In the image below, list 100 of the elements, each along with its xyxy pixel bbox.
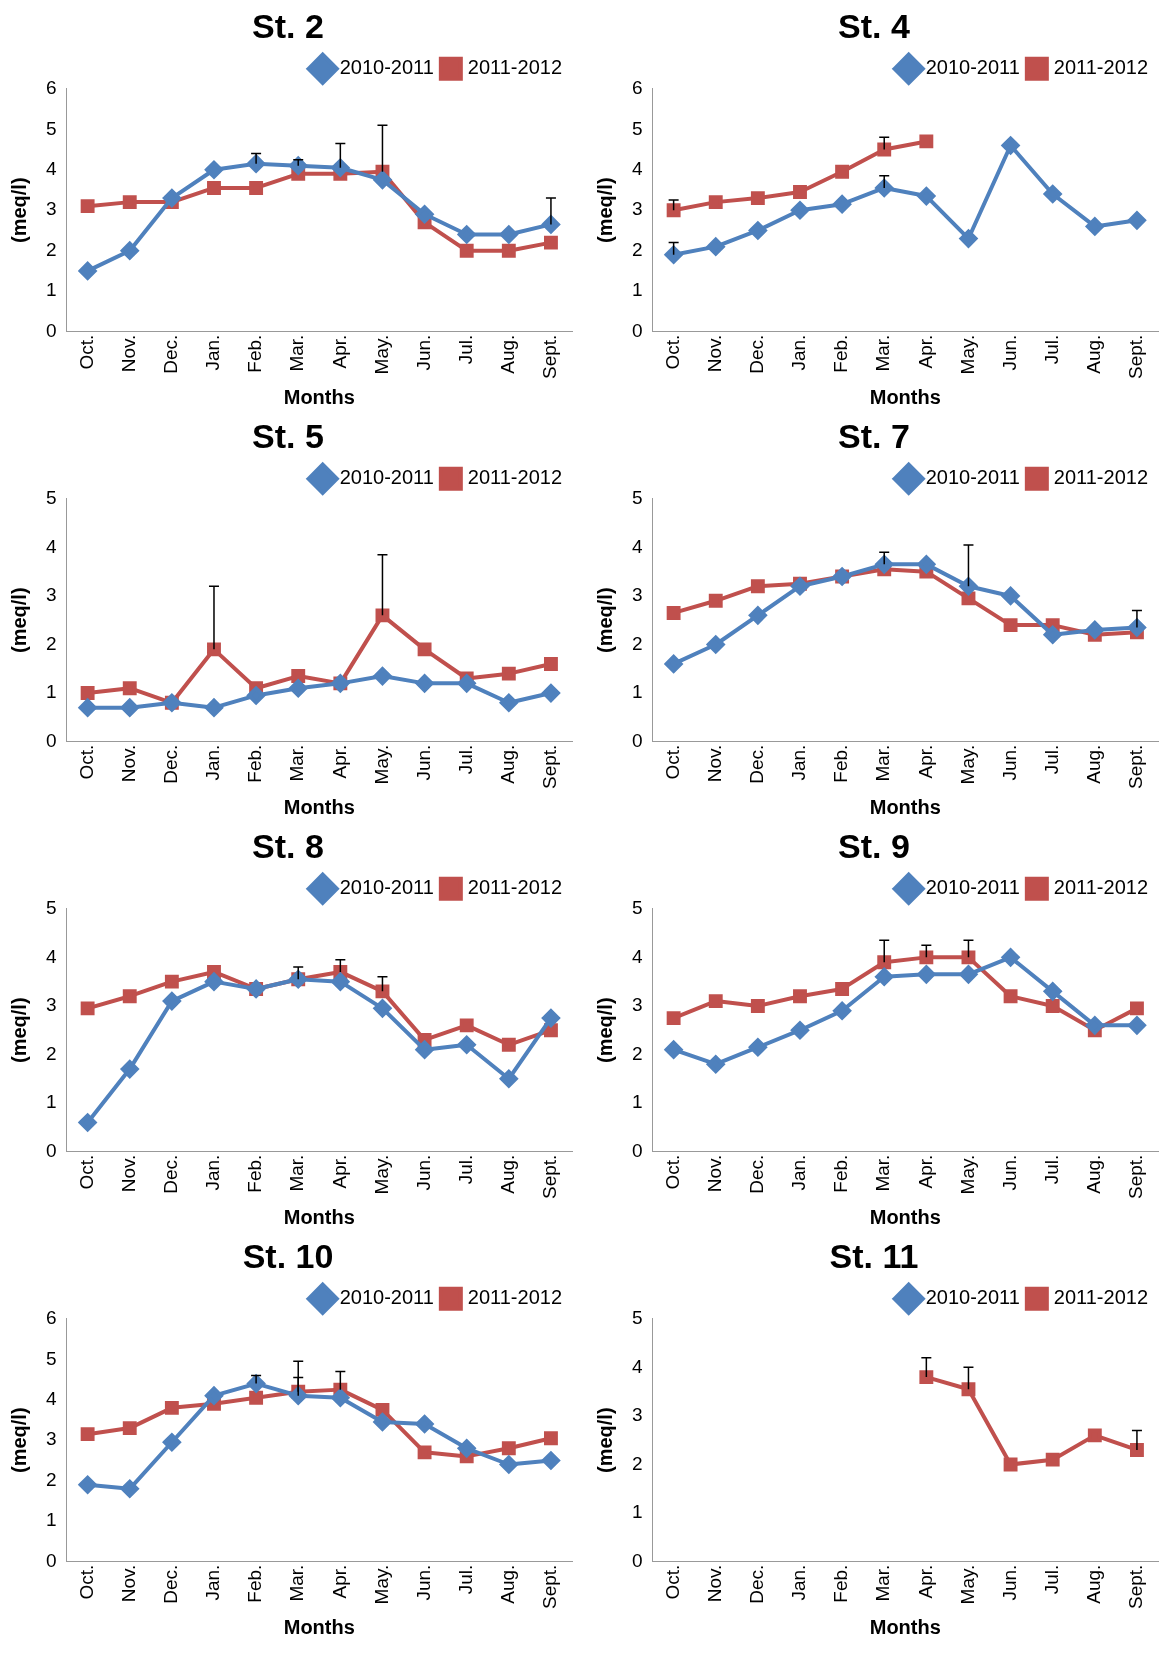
x-tick-label: Feb. xyxy=(244,1154,266,1193)
x-tick-label: May. xyxy=(370,334,392,375)
legend-label: 2010-2011 xyxy=(339,56,434,79)
legend-label: 2010-2011 xyxy=(339,1286,434,1309)
x-tick-label: Sept. xyxy=(539,334,561,380)
y-tick-label: 6 xyxy=(45,77,57,99)
x-tick-label: Apr. xyxy=(328,1154,350,1189)
y-tick-label: 0 xyxy=(631,1139,643,1161)
y-tick-label: 3 xyxy=(45,584,57,606)
x-axis-title: Months xyxy=(283,385,355,408)
x-tick-label: Oct. xyxy=(75,1154,97,1190)
x-tick-label: Sept. xyxy=(539,1564,561,1610)
x-tick-label: Dec. xyxy=(160,334,182,374)
x-tick-label: Jul. xyxy=(454,1564,476,1595)
y-tick-label: 4 xyxy=(45,945,57,967)
x-tick-label: Jun. xyxy=(412,1154,434,1191)
x-tick-label: Feb. xyxy=(830,1564,852,1603)
x-tick-label: Nov. xyxy=(703,1154,725,1193)
y-tick-label: 5 xyxy=(45,897,57,919)
x-tick-label: Sept. xyxy=(1125,1564,1147,1610)
x-tick-label: Mar. xyxy=(286,744,308,782)
x-tick-label: May. xyxy=(956,334,978,375)
x-tick-label: Jan. xyxy=(788,744,810,781)
x-tick-label: Jan. xyxy=(788,1154,810,1191)
y-tick-label: 1 xyxy=(631,279,643,301)
y-tick-label: 3 xyxy=(631,584,643,606)
legend-label: 2011-2012 xyxy=(467,1286,563,1309)
chart-title: St. 11 xyxy=(829,1236,919,1275)
y-tick-label: 3 xyxy=(45,198,57,220)
legend-label: 2010-2011 xyxy=(925,1286,1020,1309)
x-tick-label: Jan. xyxy=(788,334,810,371)
y-tick-label: 6 xyxy=(631,77,643,99)
x-tick-label: Dec. xyxy=(746,1564,768,1604)
legend-label: 2011-2012 xyxy=(1053,876,1149,899)
y-tick-label: 4 xyxy=(631,157,643,179)
x-tick-label: Apr. xyxy=(328,744,350,779)
y-axis-title: (meq/l) xyxy=(593,587,616,653)
x-tick-label: Mar. xyxy=(286,334,308,372)
x-tick-label: Jan. xyxy=(202,1564,224,1601)
y-axis-title: (meq/l) xyxy=(7,1407,30,1473)
y-tick-label: 1 xyxy=(45,1091,57,1113)
y-tick-label: 2 xyxy=(631,238,643,260)
x-axis-title: Months xyxy=(869,385,941,408)
y-tick-label: 4 xyxy=(631,1355,643,1377)
y-tick-label: 1 xyxy=(45,681,57,703)
y-tick-label: 2 xyxy=(45,632,57,654)
chart-title: St. 8 xyxy=(252,826,324,865)
y-tick-label: 2 xyxy=(631,1042,643,1064)
x-tick-label: Feb. xyxy=(244,744,266,783)
x-tick-label: Jun. xyxy=(998,334,1020,371)
x-tick-label: Oct. xyxy=(661,1564,683,1600)
x-tick-label: Nov. xyxy=(117,334,139,373)
x-tick-label: Jun. xyxy=(998,744,1020,781)
x-tick-label: Sept. xyxy=(539,744,561,790)
x-tick-label: Apr. xyxy=(914,744,936,779)
chart-title: St. 7 xyxy=(838,416,910,455)
x-tick-label: Aug. xyxy=(1083,334,1105,374)
x-tick-label: Feb. xyxy=(244,334,266,373)
x-tick-label: Apr. xyxy=(328,334,350,369)
y-axis-title: (meq/l) xyxy=(593,997,616,1063)
x-tick-label: Sept. xyxy=(1125,334,1147,380)
legend-label: 2011-2012 xyxy=(1053,56,1149,79)
y-tick-label: 3 xyxy=(45,994,57,1016)
y-tick-label: 2 xyxy=(45,1042,57,1064)
chart-title: St. 4 xyxy=(838,6,910,45)
x-tick-label: May. xyxy=(956,744,978,785)
x-tick-label: Oct. xyxy=(75,1564,97,1600)
legend-label: 2010-2011 xyxy=(925,466,1020,489)
x-tick-label: Jan. xyxy=(788,1564,810,1601)
x-tick-label: Jul. xyxy=(1040,744,1062,775)
y-tick-label: 0 xyxy=(45,319,57,341)
y-tick-label: 5 xyxy=(45,487,57,509)
x-tick-label: Mar. xyxy=(872,334,894,372)
x-tick-label: Apr. xyxy=(914,334,936,369)
y-tick-label: 3 xyxy=(45,1428,57,1450)
x-tick-label: Aug. xyxy=(1083,744,1105,784)
x-tick-label: Nov. xyxy=(117,1564,139,1603)
x-tick-label: Oct. xyxy=(661,744,683,780)
x-tick-label: Jul. xyxy=(454,334,476,365)
x-tick-label: Oct. xyxy=(75,334,97,370)
y-tick-label: 5 xyxy=(45,117,57,139)
x-tick-label: Dec. xyxy=(160,1154,182,1194)
x-axis-title: Months xyxy=(283,1615,355,1638)
x-tick-label: Feb. xyxy=(830,334,852,373)
x-tick-label: Sept. xyxy=(1125,1154,1147,1200)
chart-title: St. 2 xyxy=(252,6,324,45)
y-tick-label: 1 xyxy=(631,1501,643,1523)
x-tick-label: Oct. xyxy=(661,334,683,370)
x-tick-label: Aug. xyxy=(1083,1154,1105,1194)
x-tick-label: Sept. xyxy=(1125,744,1147,790)
y-tick-label: 4 xyxy=(45,157,57,179)
y-tick-label: 5 xyxy=(631,897,643,919)
x-tick-label: Sept. xyxy=(539,1154,561,1200)
y-axis-title: (meq/l) xyxy=(7,997,30,1063)
y-tick-label: 5 xyxy=(45,1347,57,1369)
x-tick-label: Jul. xyxy=(454,744,476,775)
x-axis-title: Months xyxy=(869,1205,941,1228)
x-tick-label: Nov. xyxy=(117,744,139,783)
x-tick-label: Nov. xyxy=(703,1564,725,1603)
y-tick-label: 4 xyxy=(631,945,643,967)
